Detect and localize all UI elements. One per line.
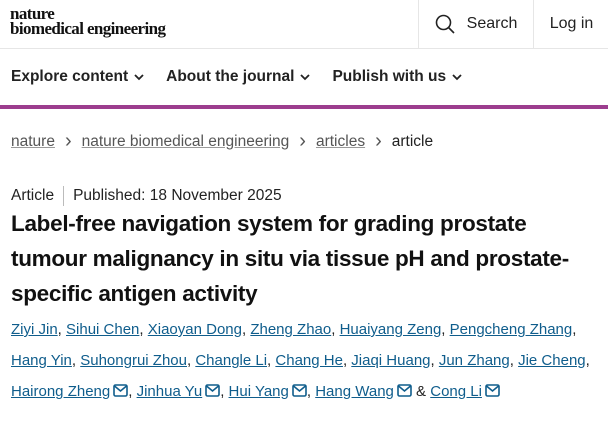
divider — [63, 186, 65, 206]
author-link[interactable]: Pengcheng Zhang — [449, 321, 573, 338]
article-type: Article — [11, 187, 55, 204]
last-separator: & — [416, 383, 427, 400]
author-link[interactable]: Jinhua Yu — [136, 383, 203, 400]
accent-divider — [0, 105, 608, 109]
author-link[interactable]: Sihui Chen — [66, 321, 140, 338]
author-link[interactable]: Ziyi Jin — [11, 321, 58, 338]
mail-icon[interactable] — [397, 384, 412, 397]
author-link[interactable]: Hang Wang — [315, 383, 394, 400]
author-link[interactable]: Jiaqi Huang — [351, 352, 431, 369]
chevron-down-icon — [134, 73, 144, 80]
breadcrumb-item[interactable]: nature — [11, 132, 55, 150]
author-link[interactable]: Jie Cheng — [518, 352, 586, 369]
author-link[interactable]: Xiaoyan Dong — [147, 321, 242, 338]
chevron-down-icon — [452, 73, 462, 80]
breadcrumb: nature › nature biomedical engineering › art… — [11, 130, 433, 153]
author-link[interactable]: Cong Li — [430, 383, 482, 400]
journal-logo[interactable]: nature biomedical engineering — [10, 4, 166, 38]
chevron-right-icon: › — [375, 130, 382, 152]
mail-icon[interactable] — [292, 384, 307, 397]
mail-icon[interactable] — [113, 384, 129, 397]
author-link[interactable]: Changle Li — [195, 352, 268, 369]
author-link[interactable]: Huaiyang Zeng — [339, 321, 442, 338]
mail-icon[interactable] — [485, 384, 500, 397]
author-link[interactable]: Jun Zhang — [438, 352, 510, 369]
author-list: Ziyi Jin, Sihui Chen, Xiaoyan Dong, Zhen… — [11, 321, 590, 400]
nav-item-explore-content[interactable]: Explore content — [11, 68, 144, 86]
breadcrumb-item: article — [391, 132, 434, 150]
article-title: Label-free navigation system for grading… — [11, 211, 569, 306]
breadcrumb-item[interactable]: articles — [315, 132, 366, 150]
chevron-down-icon — [300, 73, 311, 80]
author-link[interactable]: Hui Yang — [228, 383, 289, 400]
search-icon — [435, 14, 455, 34]
author-link[interactable]: Hairong Zheng — [11, 383, 111, 400]
main-nav: Explore content About the journal Publish … — [0, 49, 608, 105]
author-link[interactable]: Suhongrui Zhou — [80, 352, 187, 369]
breadcrumb-item[interactable]: nature biomedical engineering — [81, 132, 290, 150]
site-header: nature biomedical engineering Search Log… — [0, 0, 608, 49]
mail-icon[interactable] — [205, 384, 221, 397]
chevron-right-icon: › — [64, 130, 72, 152]
author-link[interactable]: Chang He — [275, 352, 343, 369]
article-meta: Article Published: 18 November 2025 — [11, 186, 282, 206]
nav-item-about-the-journal[interactable]: About the journal — [166, 68, 311, 86]
author-link[interactable]: Hang Yin — [11, 352, 72, 369]
published-date: Published: 18 November 2025 — [73, 187, 282, 204]
search-button[interactable]: Search — [418, 0, 533, 48]
chevron-right-icon: › — [299, 130, 306, 152]
nav-item-publish-with-us[interactable]: Publish with us — [332, 68, 462, 86]
login-button[interactable]: Log in — [533, 0, 608, 48]
author-link[interactable]: Zheng Zhao — [250, 321, 332, 338]
